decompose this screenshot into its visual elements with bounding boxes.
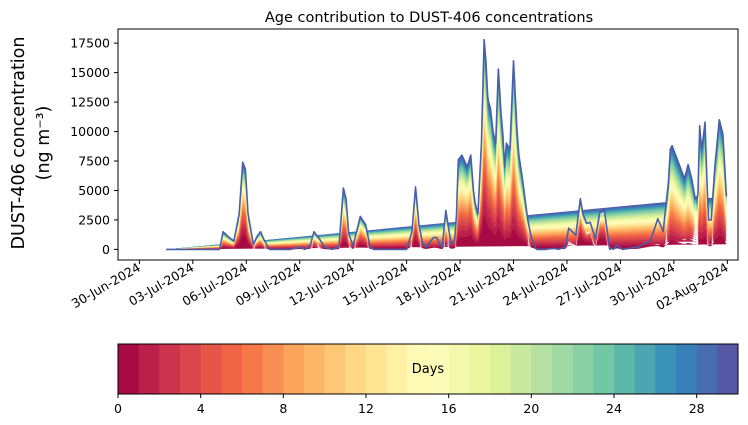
plot-area [166,38,728,251]
axes-frame [117,28,739,261]
colorbar-level-21 [552,344,574,394]
colorbar-level-23 [593,344,615,394]
x-axis: 30-Jun-202403-Jul-202406-Jul-202409-Jul-… [69,260,731,313]
y-tick-label: 0 [102,242,110,257]
y-tick-label: 7500 [78,154,110,169]
colorbar-level-8 [283,344,305,394]
total-concentration-line [166,38,728,251]
y-tick-label: 2500 [78,212,110,227]
colorbar-tick-label: 12 [358,401,374,416]
y-axis: 0 2500 5000 7500 10000 12500 15000 17500 [70,36,118,257]
colorbar-level-27 [676,344,698,394]
colorbar-tick-label: 24 [606,401,622,416]
colorbar-level-0 [118,344,140,394]
y-tick-label: 12500 [70,95,110,110]
y-tick-label: 5000 [78,183,110,198]
colorbar-level-3 [180,344,202,394]
y-axis-label-line2: (ng m⁻³) [34,106,54,181]
y-tick-label: 17500 [70,36,110,51]
y-tick-label: 15000 [70,65,110,80]
colorbar-tick-label: 16 [441,401,457,416]
colorbar-tick-label: 4 [197,401,205,416]
colorbar-level-22 [572,344,594,394]
colorbar-level-7 [262,344,284,394]
colorbar-level-28 [696,344,718,394]
colorbar: Days 0 4 8 12 16 20 24 28 [114,343,739,416]
colorbar-level-9 [304,344,326,394]
colorbar-level-17 [469,344,491,394]
colorbar-strips [118,344,739,394]
colorbar-label: Days [412,362,445,377]
colorbar-level-1 [138,344,160,394]
colorbar-level-15 [428,344,450,394]
colorbar-tick-label: 20 [523,401,539,416]
colorbar-level-19 [510,344,532,394]
colorbar-frame [117,343,739,395]
chart-title: Age contribution to DUST-406 concentrati… [265,10,593,26]
colorbar-level-11 [345,344,367,394]
colorbar-level-29 [717,344,739,394]
colorbar-level-10 [324,344,346,394]
colorbar-tick-label: 28 [689,401,705,416]
colorbar-level-25 [634,344,656,394]
colorbar-level-18 [490,344,512,394]
y-axis-label-line1: DUST-406 concentration [9,37,29,250]
colorbar-tick-label: 0 [114,401,122,416]
colorbar-level-6 [242,344,264,394]
colorbar-level-16 [448,344,470,394]
colorbar-level-20 [531,344,553,394]
y-tick-label: 10000 [70,124,110,139]
colorbar-level-24 [614,344,636,394]
age-stack [166,38,728,251]
colorbar-level-13 [386,344,408,394]
colorbar-ticks: 0 4 8 12 16 20 24 28 [114,394,705,416]
colorbar-level-2 [159,344,181,394]
colorbar-level-5 [221,344,243,394]
colorbar-tick-label: 8 [279,401,287,416]
main-axes: Age contribution to DUST-406 concentrati… [9,10,739,313]
colorbar-level-26 [655,344,677,394]
colorbar-level-14 [407,344,429,394]
colorbar-level-12 [366,344,388,394]
colorbar-level-4 [200,344,222,394]
